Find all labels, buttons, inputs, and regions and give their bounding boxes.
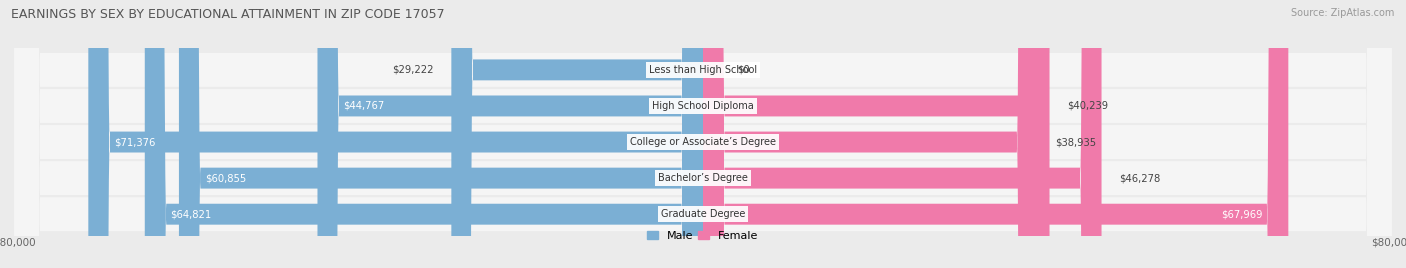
Text: $0: $0 xyxy=(738,65,751,75)
Text: $64,821: $64,821 xyxy=(170,209,212,219)
FancyBboxPatch shape xyxy=(703,0,1049,268)
Text: $38,935: $38,935 xyxy=(1056,137,1097,147)
FancyBboxPatch shape xyxy=(703,0,1101,268)
FancyBboxPatch shape xyxy=(14,0,1392,268)
Text: $40,239: $40,239 xyxy=(1067,101,1108,111)
Text: $67,969: $67,969 xyxy=(1220,209,1263,219)
Text: $29,222: $29,222 xyxy=(392,65,434,75)
Text: $71,376: $71,376 xyxy=(114,137,156,147)
FancyBboxPatch shape xyxy=(179,0,703,268)
Text: Graduate Degree: Graduate Degree xyxy=(661,209,745,219)
Text: High School Diploma: High School Diploma xyxy=(652,101,754,111)
FancyBboxPatch shape xyxy=(14,0,1392,268)
Text: Less than High School: Less than High School xyxy=(650,65,756,75)
FancyBboxPatch shape xyxy=(14,0,1392,268)
Text: College or Associate’s Degree: College or Associate’s Degree xyxy=(630,137,776,147)
FancyBboxPatch shape xyxy=(14,0,1392,268)
FancyBboxPatch shape xyxy=(703,0,1288,268)
FancyBboxPatch shape xyxy=(451,0,703,268)
Text: $44,767: $44,767 xyxy=(343,101,385,111)
FancyBboxPatch shape xyxy=(703,0,1038,268)
Text: EARNINGS BY SEX BY EDUCATIONAL ATTAINMENT IN ZIP CODE 17057: EARNINGS BY SEX BY EDUCATIONAL ATTAINMEN… xyxy=(11,8,444,21)
FancyBboxPatch shape xyxy=(145,0,703,268)
FancyBboxPatch shape xyxy=(318,0,703,268)
Text: Source: ZipAtlas.com: Source: ZipAtlas.com xyxy=(1291,8,1395,18)
FancyBboxPatch shape xyxy=(14,0,1392,268)
Text: $60,855: $60,855 xyxy=(205,173,246,183)
Text: $46,278: $46,278 xyxy=(1119,173,1160,183)
Text: Bachelor’s Degree: Bachelor’s Degree xyxy=(658,173,748,183)
Legend: Male, Female: Male, Female xyxy=(643,226,763,245)
FancyBboxPatch shape xyxy=(89,0,703,268)
